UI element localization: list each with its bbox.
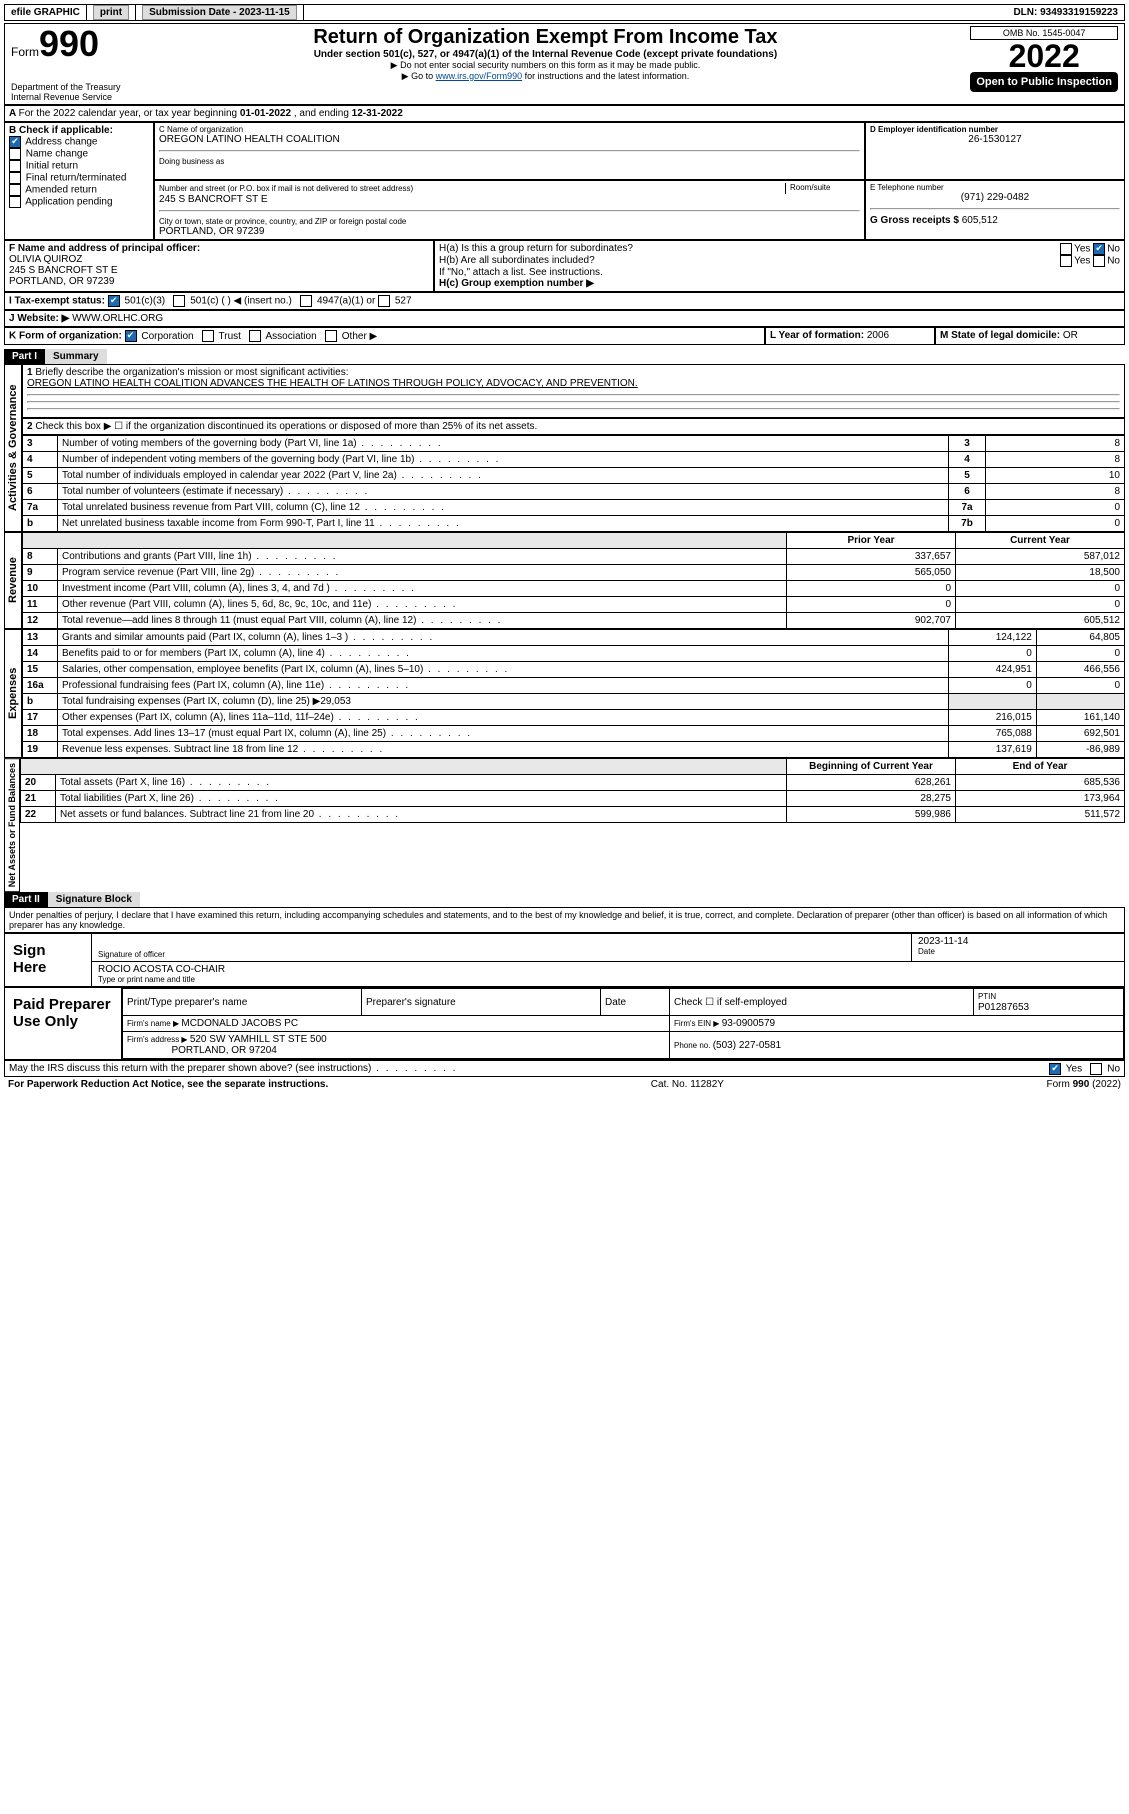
table-row: 6Total number of volunteers (estimate if… xyxy=(23,484,1125,500)
checkbox-name-change[interactable]: Name change xyxy=(9,148,149,160)
line-k: K Form of organization: ✔ Corporation Tr… xyxy=(4,327,765,345)
irs-link[interactable]: www.irs.gov/Form990 xyxy=(436,71,523,81)
checkbox-amended-return[interactable]: Amended return xyxy=(9,184,149,196)
officer-name: ROCIO ACOSTA CO-CHAIR xyxy=(98,964,1118,975)
paid-preparer-hdr: Paid Preparer Use Only xyxy=(5,988,121,1059)
box-f: F Name and address of principal officer:… xyxy=(4,240,434,292)
table-row: 11Other revenue (Part VIII, column (A), … xyxy=(23,597,1125,613)
penalties: Under penalties of perjury, I declare th… xyxy=(4,907,1125,933)
table-row: 8Contributions and grants (Part VIII, li… xyxy=(23,549,1125,565)
line-i: I Tax-exempt status: ✔ 501(c)(3) 501(c) … xyxy=(4,292,1125,310)
table-row: 13Grants and similar amounts paid (Part … xyxy=(23,630,1125,646)
box-b: B Check if applicable: ✔ Address change … xyxy=(4,122,154,240)
footer-right: Form 990 (2022) xyxy=(1047,1079,1121,1090)
part2-hdr: Part II xyxy=(4,892,48,907)
table-row: 5Total number of individuals employed in… xyxy=(23,468,1125,484)
box-h: H(a) Is this a group return for subordin… xyxy=(434,240,1125,292)
table-row: 18Total expenses. Add lines 13–17 (must … xyxy=(23,726,1125,742)
firm-phone: (503) 227-0581 xyxy=(713,1040,781,1051)
form-990-box: Form990 Department of the Treasury Inter… xyxy=(5,24,127,104)
table-row: 16aProfessional fundraising fees (Part I… xyxy=(23,678,1125,694)
efile-label: efile GRAPHIC xyxy=(5,5,87,20)
discuss-line: May the IRS discuss this return with the… xyxy=(4,1060,1125,1077)
table-row: 20Total assets (Part X, line 16)628,2616… xyxy=(21,775,1125,791)
line-j: J Website: ▶ WWW.ORLHC.ORG xyxy=(4,310,1125,327)
footer-left: For Paperwork Reduction Act Notice, see … xyxy=(8,1079,328,1090)
table-row: 17Other expenses (Part IX, column (A), l… xyxy=(23,710,1125,726)
ptin: P01287653 xyxy=(978,1002,1029,1013)
box-e: E Telephone number (971) 229-0482 G Gros… xyxy=(865,180,1125,240)
vlabel-exp: Expenses xyxy=(4,629,22,758)
top-bar: efile GRAPHIC print Submission Date - 20… xyxy=(4,4,1125,21)
line-m: M State of legal domicile: OR xyxy=(935,327,1125,345)
vlabel-rev: Revenue xyxy=(4,532,22,629)
firm-ein: 93-0900579 xyxy=(722,1018,775,1029)
table-row: 14Benefits paid to or for members (Part … xyxy=(23,646,1125,662)
table-row: 10Investment income (Part VIII, column (… xyxy=(23,581,1125,597)
box-addr: Number and street (or P.O. box if mail i… xyxy=(154,180,865,240)
part1-hdr: Part I xyxy=(4,349,45,364)
checkbox-application-pending[interactable]: Application pending xyxy=(9,196,149,208)
table-row: 7aTotal unrelated business revenue from … xyxy=(23,500,1125,516)
box-d-e-g: D Employer identification number 26-1530… xyxy=(865,122,1125,180)
checkbox-address-change[interactable]: ✔ Address change xyxy=(9,136,149,148)
table-row: 9Program service revenue (Part VIII, lin… xyxy=(23,565,1125,581)
firm-name: MCDONALD JACOBS PC xyxy=(181,1018,298,1029)
box-c: C Name of organization OREGON LATINO HEA… xyxy=(154,122,865,180)
table-row: 15Salaries, other compensation, employee… xyxy=(23,662,1125,678)
print-button[interactable]: print xyxy=(93,5,129,20)
table-row: 22Net assets or fund balances. Subtract … xyxy=(21,807,1125,823)
table-row: 19Revenue less expenses. Subtract line 1… xyxy=(23,742,1125,758)
line-a: A For the 2022 calendar year, or tax yea… xyxy=(4,105,1125,122)
dln: DLN: 93493319159223 xyxy=(1007,5,1124,20)
firm-addr: 520 SW YAMHILL ST STE 500 xyxy=(190,1034,327,1045)
year-box: OMB No. 1545-0047 2022 Open to Public In… xyxy=(964,24,1124,104)
table-row: 12Total revenue—add lines 8 through 11 (… xyxy=(23,613,1125,629)
table-row: 4Number of independent voting members of… xyxy=(23,452,1125,468)
line-1: 1 Briefly describe the organization's mi… xyxy=(22,364,1125,418)
line-l: L Year of formation: 2006 xyxy=(765,327,935,345)
sig-officer-lbl: Signature of officer xyxy=(98,950,905,959)
line-2: 2 Check this box ▶ ☐ if the organization… xyxy=(22,418,1125,435)
checkbox-initial-return[interactable]: Initial return xyxy=(9,160,149,172)
table-row: 3Number of voting members of the governi… xyxy=(23,436,1125,452)
vlabel-net: Net Assets or Fund Balances xyxy=(4,758,20,892)
checkbox-final-return-terminated[interactable]: Final return/terminated xyxy=(9,172,149,184)
title-box: Return of Organization Exempt From Incom… xyxy=(127,24,965,104)
table-row: bTotal fundraising expenses (Part IX, co… xyxy=(23,694,1125,710)
submission-date: Submission Date - 2023-11-15 xyxy=(142,5,297,20)
sign-date: 2023-11-14 xyxy=(918,936,1118,947)
vlabel-gov: Activities & Governance xyxy=(4,364,22,532)
table-row: 21Total liabilities (Part X, line 26)28,… xyxy=(21,791,1125,807)
table-row: bNet unrelated business taxable income f… xyxy=(23,516,1125,532)
sign-here: Sign Here xyxy=(5,934,91,986)
footer-mid: Cat. No. 11282Y xyxy=(651,1079,724,1090)
